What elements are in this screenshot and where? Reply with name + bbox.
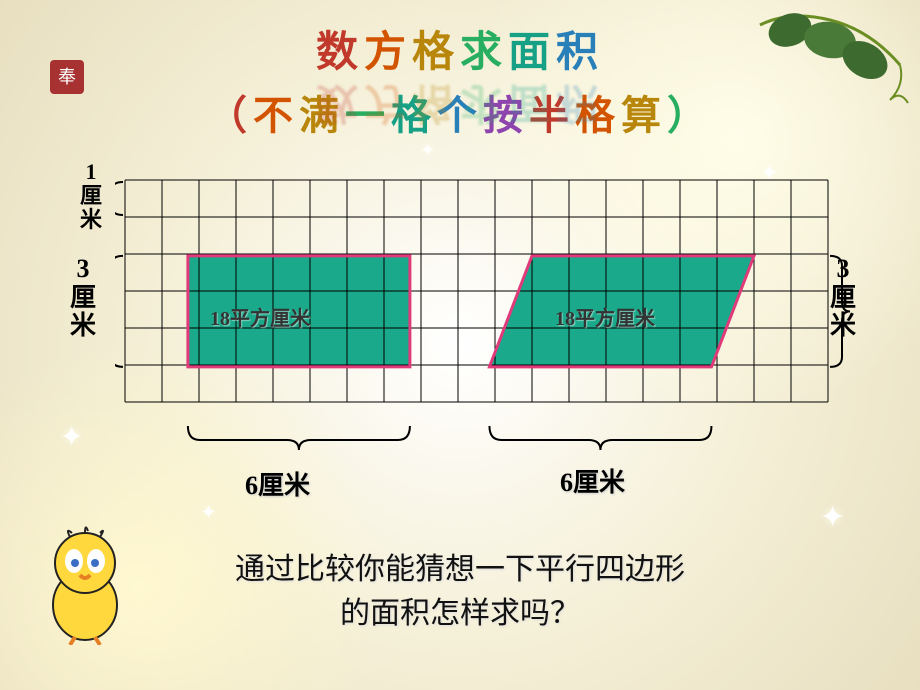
grid-diagram — [115, 175, 878, 492]
star-icon: ✦ — [820, 500, 845, 535]
label-6cm-left: 6厘米 — [245, 465, 310, 502]
star-icon: ✦ — [200, 500, 217, 525]
star-icon: ✦ — [60, 420, 83, 454]
star-icon: ✦ — [420, 140, 435, 161]
label-3cm-right: 3厘米 — [830, 255, 856, 341]
label-1cm: 1厘米 — [80, 160, 102, 233]
label-6cm-right: 6厘米 — [560, 462, 625, 499]
label-3cm-left: 3厘米 — [70, 255, 96, 341]
bird-character — [30, 525, 140, 645]
rectangle-area-label: 18平方厘米 — [210, 302, 310, 331]
parallelogram-area-label: 18平方厘米 — [555, 302, 655, 331]
page-title: 数方格求面积 数方格求面积 （不满一格个按半格算） — [0, 18, 920, 141]
